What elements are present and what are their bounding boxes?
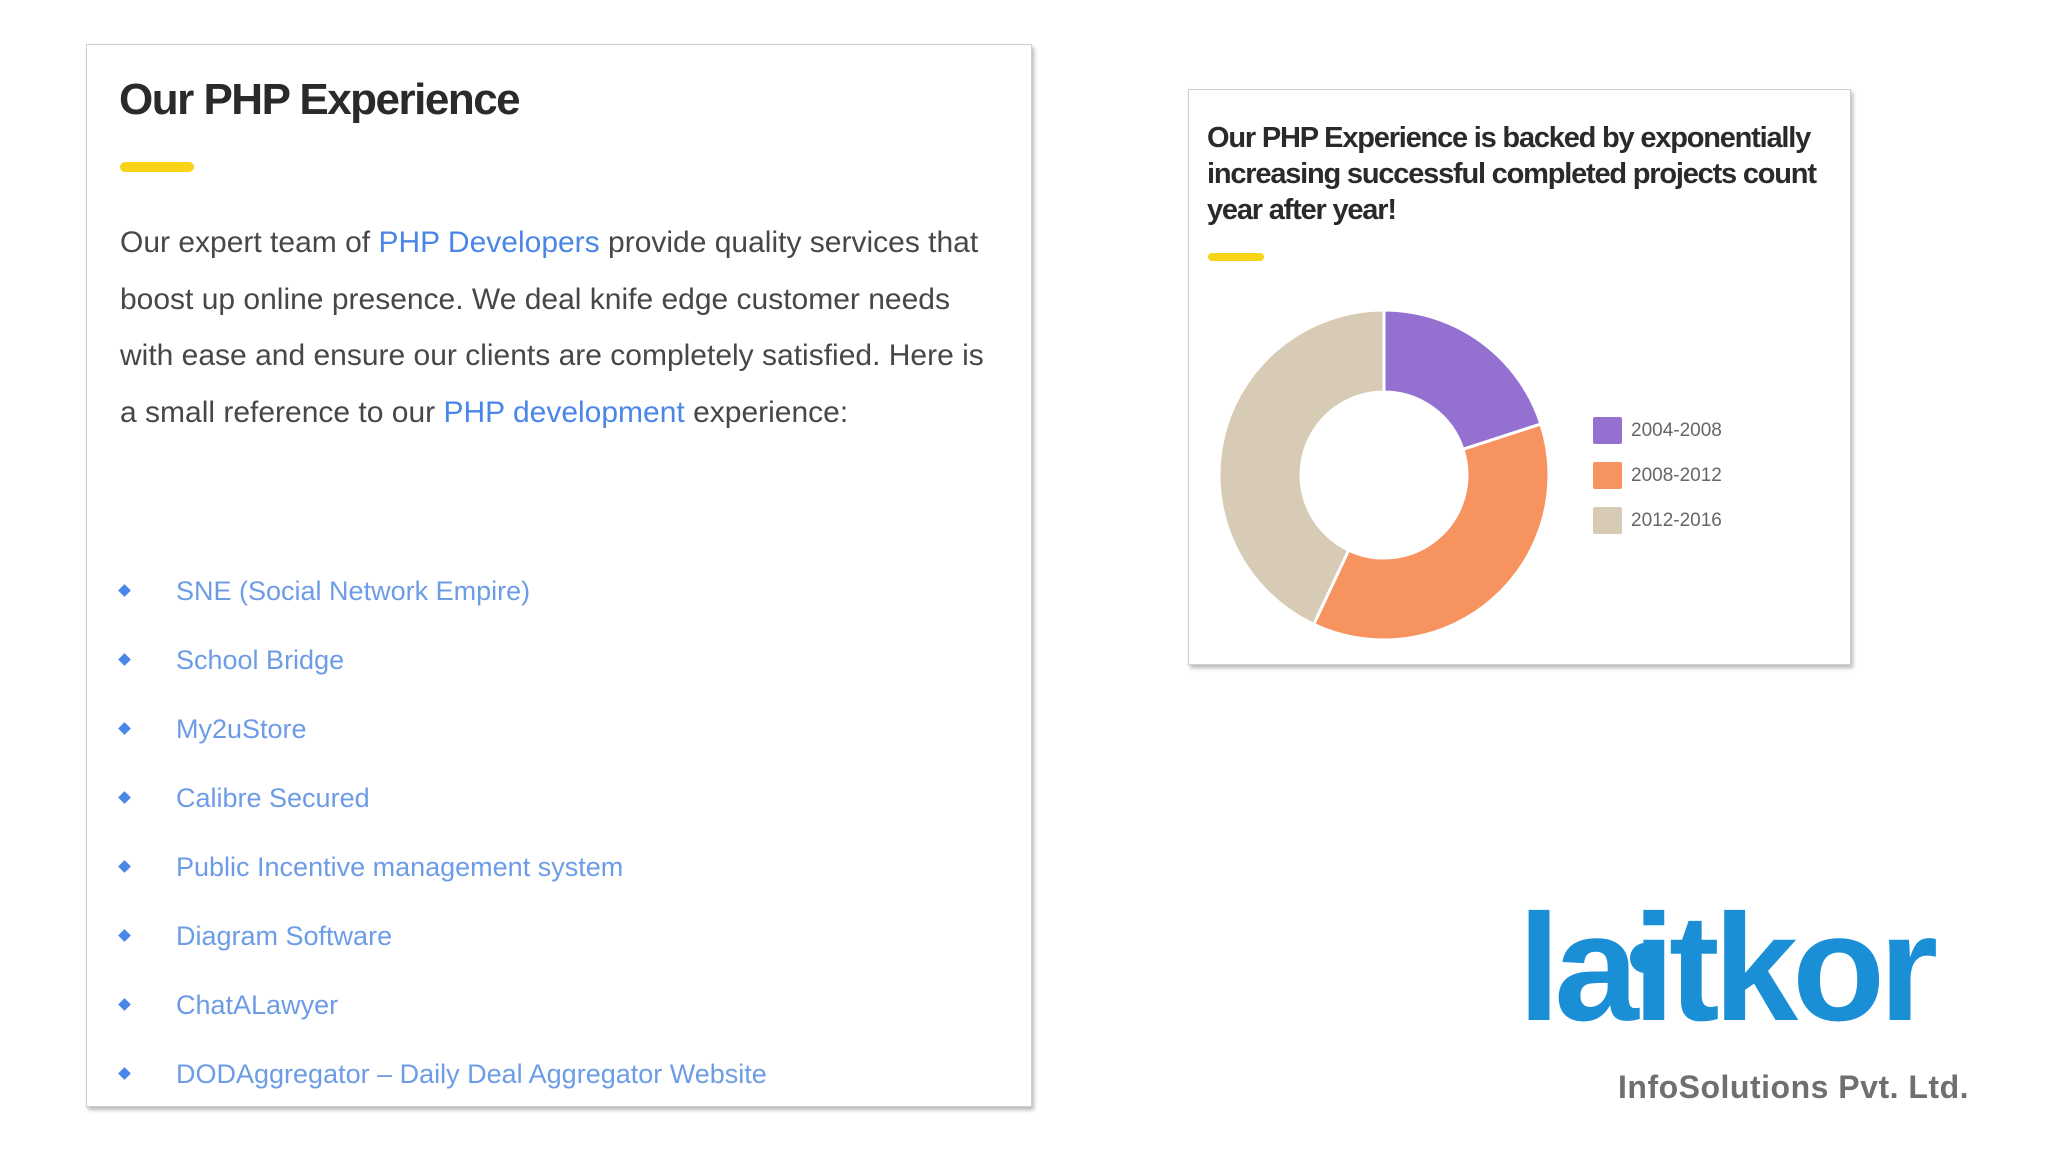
project-link[interactable]: My2uStore bbox=[176, 714, 307, 744]
legend-swatch bbox=[1593, 507, 1622, 534]
logo-subtitle: InfoSolutions Pvt. Ltd. bbox=[1618, 1069, 1970, 1105]
project-link[interactable]: School Bridge bbox=[176, 645, 345, 675]
company-logo: laitkor InfoSolutions Pvt. Ltd. bbox=[1518, 883, 1970, 1105]
project-link[interactable]: Diagram Software bbox=[176, 921, 393, 951]
project-link[interactable]: DODAggregator – Daily Deal Aggregator We… bbox=[176, 1059, 767, 1089]
php-development-link[interactable]: PHP development bbox=[443, 395, 685, 429]
bullet-icon bbox=[118, 929, 131, 942]
legend-label: 2012-2016 bbox=[1631, 510, 1722, 531]
chart-card: Our PHP Experience is backed by exponent… bbox=[1188, 89, 1851, 665]
legend-label: 2008-2012 bbox=[1631, 465, 1722, 486]
bullet-icon bbox=[118, 1067, 131, 1080]
legend-label: 2004-2008 bbox=[1631, 420, 1722, 441]
bullet-icon bbox=[118, 653, 131, 666]
bullet-icon bbox=[118, 722, 131, 735]
bullet-icon bbox=[118, 860, 131, 873]
bullet-icon bbox=[118, 584, 131, 597]
logo-dot bbox=[1630, 943, 1660, 973]
intro-paragraph: Our expert team of PHP Developers provid… bbox=[120, 215, 1000, 441]
intro-text-3: experience: bbox=[684, 395, 849, 429]
project-link[interactable]: Public Incentive management system bbox=[176, 852, 624, 882]
donut-slice-2004-2008 bbox=[1382, 308, 1543, 452]
logo-wordmark: laitkor bbox=[1518, 883, 1938, 1053]
donut-slice-2008-2012 bbox=[1311, 422, 1551, 642]
donut-slice-2012-2016 bbox=[1217, 308, 1386, 627]
project-link[interactable]: Calibre Secured bbox=[176, 783, 370, 813]
chart-title: Our PHP Experience is backed by exponent… bbox=[1207, 122, 1817, 226]
bullet-icon bbox=[118, 998, 131, 1011]
title-accent-bar bbox=[120, 162, 194, 172]
php-developers-link[interactable]: PHP Developers bbox=[378, 226, 600, 259]
intro-text-1: Our expert team of bbox=[120, 226, 379, 259]
donut-chart bbox=[1217, 308, 1551, 642]
project-link[interactable]: ChatALawyer bbox=[176, 990, 339, 1020]
php-experience-card: Our PHP Experience Our expert team of PH… bbox=[86, 44, 1032, 1107]
legend-swatch bbox=[1593, 462, 1622, 489]
chart-title-accent-bar bbox=[1208, 253, 1264, 261]
bullet-icon bbox=[118, 791, 131, 804]
intro-text-2: provide quality services that boost up o… bbox=[120, 226, 984, 429]
project-link[interactable]: SNE (Social Network Empire) bbox=[176, 576, 531, 606]
page-title: Our PHP Experience bbox=[119, 75, 521, 124]
legend-swatch bbox=[1593, 417, 1622, 444]
